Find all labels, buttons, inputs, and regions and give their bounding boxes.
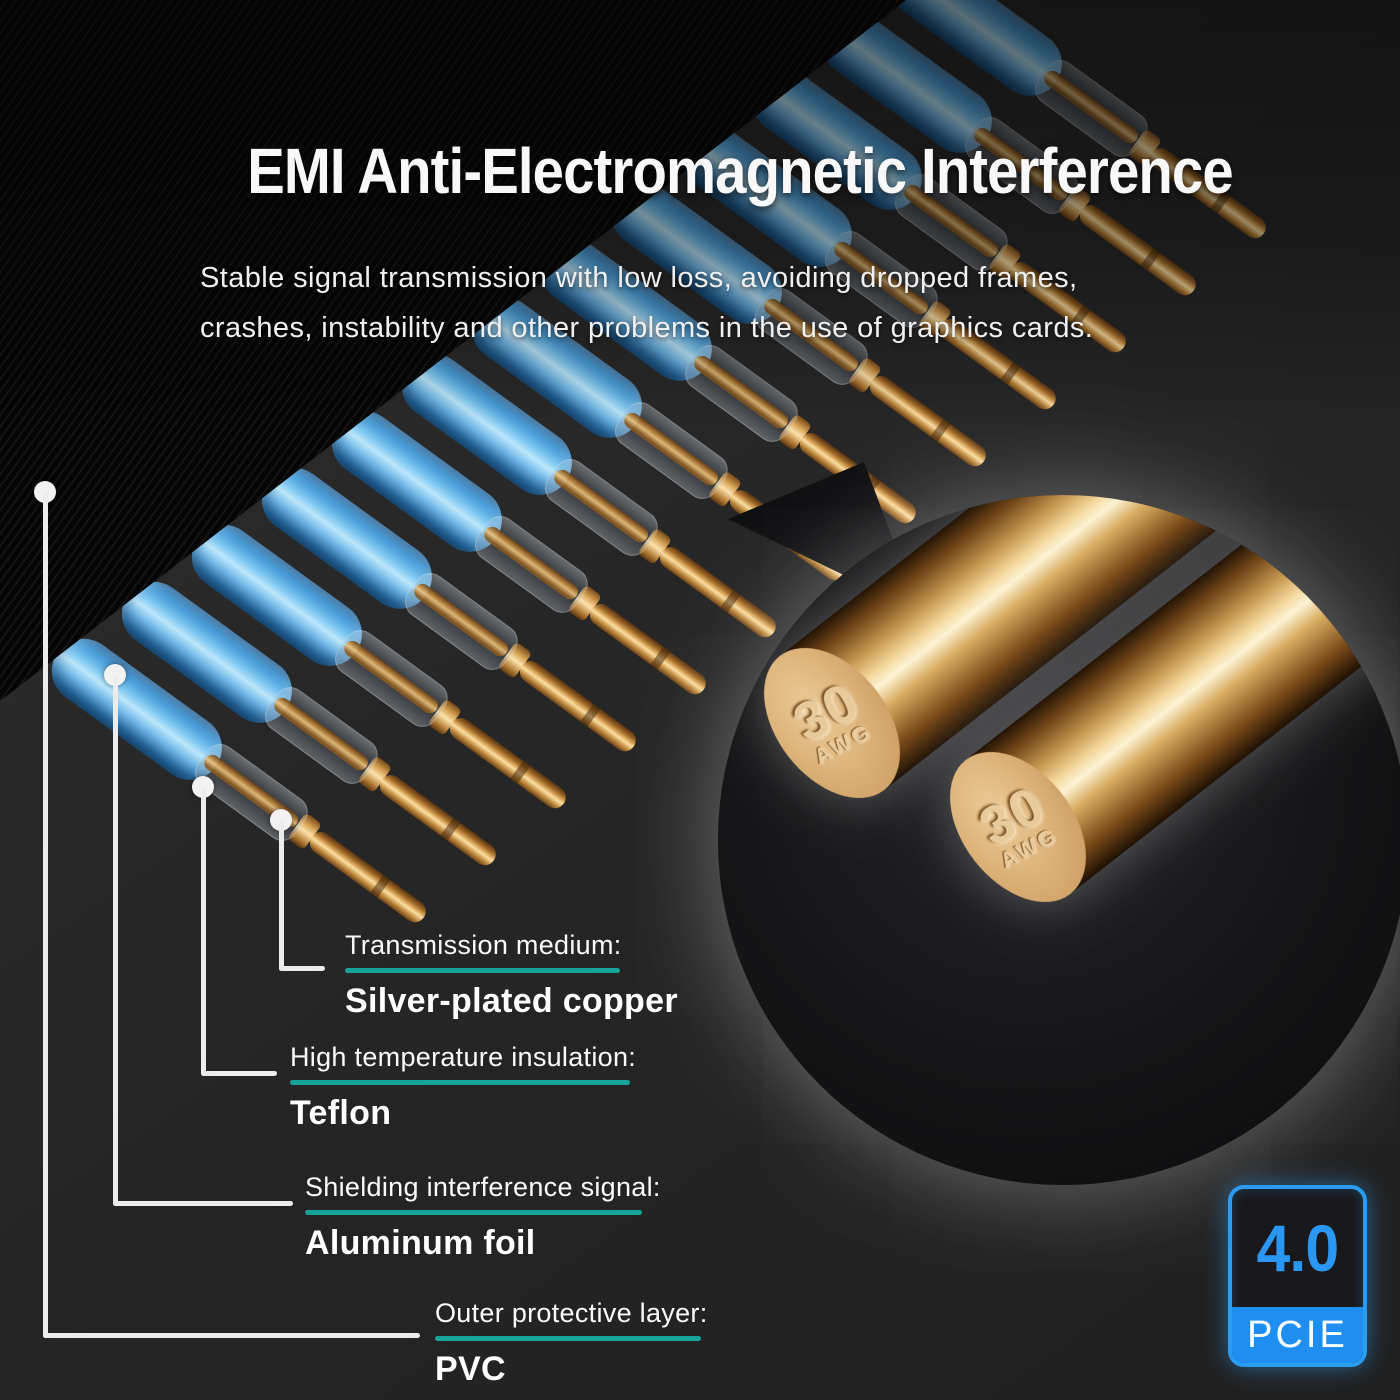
callout-label: Transmission medium:	[345, 930, 622, 960]
pin-notch	[1140, 247, 1161, 271]
callout-line-aluminum	[113, 675, 118, 1206]
callout-line-teflon	[201, 788, 206, 1076]
magnifier-circle: 30 AWG 30 AWG	[718, 495, 1400, 1185]
callout-label: Shielding interference signal:	[305, 1172, 661, 1202]
inner-conductor	[551, 466, 652, 546]
gold-pin	[305, 827, 431, 927]
pcie-badge: 4.0 PCIE	[1228, 1185, 1367, 1367]
magnified-wire-1: 30 AWG	[736, 495, 1322, 824]
gold-pin	[445, 713, 571, 813]
callout-value: Aluminum foil	[305, 1224, 536, 1262]
callout-elbow-copper	[279, 966, 325, 971]
callout-shielding: Shielding interference signal: Aluminum …	[305, 1172, 661, 1263]
callout-transmission-medium: Transmission medium: Silver-plated coppe…	[345, 930, 678, 1021]
accent-underline	[305, 1210, 642, 1215]
subtitle-line-1: Stable signal transmission with low loss…	[200, 262, 1078, 294]
pin-notch	[440, 817, 461, 841]
subtitle-line-2: crashes, instability and other problems …	[200, 312, 1094, 344]
callout-value: Teflon	[290, 1094, 392, 1132]
badge-standard-text: PCIE	[1247, 1313, 1348, 1356]
callout-elbow-aluminum	[113, 1201, 293, 1206]
gauge-stamp: 30 AWG	[970, 775, 1063, 874]
inner-conductor	[691, 352, 792, 432]
pin-notch	[1000, 361, 1021, 385]
pin-notch	[720, 589, 741, 613]
pin-notch	[930, 418, 951, 442]
callout-line-pvc	[43, 492, 48, 1338]
accent-underline	[435, 1336, 701, 1341]
callout-insulation: High temperature insulation: Teflon	[290, 1042, 636, 1133]
page-title: EMI Anti-Electromagnetic Interference	[247, 135, 1233, 207]
badge-standard-section: PCIE	[1232, 1307, 1363, 1363]
badge-version-text: 4.0	[1256, 1211, 1340, 1285]
callout-value: Silver-plated copper	[345, 982, 678, 1020]
gold-pin	[865, 371, 991, 471]
inner-conductor	[271, 694, 372, 774]
gold-pin	[1075, 200, 1201, 300]
inner-conductor	[621, 409, 722, 489]
gold-pin	[515, 656, 641, 756]
callout-line-copper	[279, 820, 284, 971]
pin-notch	[580, 703, 601, 727]
inner-conductor	[341, 637, 442, 717]
accent-underline	[345, 968, 620, 973]
callout-value: PVC	[435, 1350, 506, 1388]
gold-pin	[375, 770, 501, 870]
pin-notch	[650, 646, 671, 670]
callout-label: High temperature insulation:	[290, 1042, 637, 1072]
magnified-wire-2: 30 AWG	[922, 495, 1400, 928]
gold-pin	[585, 599, 711, 699]
callout-label: Outer protective layer:	[435, 1298, 708, 1328]
gauge-stamp: 30 AWG	[784, 671, 877, 770]
callout-elbow-pvc	[43, 1333, 420, 1338]
callout-dot-teflon	[192, 776, 214, 798]
inner-conductor	[411, 580, 512, 660]
pin-notch	[510, 760, 531, 784]
callout-elbow-teflon	[201, 1071, 277, 1076]
accent-underline	[290, 1080, 630, 1085]
callout-outer-layer: Outer protective layer: PVC	[435, 1298, 708, 1389]
badge-version-section: 4.0	[1232, 1189, 1363, 1307]
inner-conductor	[481, 523, 582, 603]
pin-notch	[370, 874, 391, 898]
gold-pin	[655, 542, 781, 642]
